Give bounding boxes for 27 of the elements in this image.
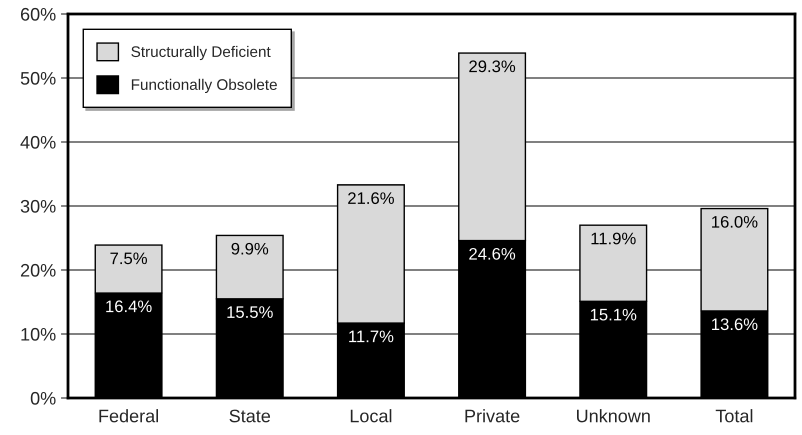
x-tick-label: Federal	[99, 409, 158, 422]
legend-label: Structurally Deficient	[131, 46, 271, 60]
data-label: 24.6%	[469, 248, 516, 260]
data-label: 29.3%	[469, 60, 516, 72]
y-tick-label: 20%	[20, 264, 56, 277]
data-label: 13.6%	[712, 318, 758, 330]
data-label: 9.9%	[232, 242, 268, 255]
y-tick-label: 40%	[20, 136, 56, 149]
data-label: 21.6%	[348, 192, 394, 204]
data-label: 16.0%	[712, 216, 758, 228]
y-tick-label: 10%	[21, 328, 56, 341]
y-tick-label: 60%	[20, 8, 56, 21]
data-label: 15.5%	[227, 306, 273, 318]
y-tick-label: 30%	[20, 200, 56, 213]
x-tick-label: State	[229, 410, 270, 422]
legend-label: Functionally Obsolete	[132, 78, 277, 94]
data-label: 16.4%	[106, 300, 152, 312]
x-tick-label: Total	[716, 409, 752, 422]
x-tick-label: Local	[350, 409, 392, 422]
data-label: 11.7%	[349, 330, 394, 342]
data-label: 7.5%	[110, 252, 147, 264]
data-label: 15.1%	[590, 308, 636, 321]
y-tick-label: 0%	[30, 392, 56, 405]
x-tick-label: Private	[465, 409, 520, 422]
y-tick-label: 50%	[20, 72, 56, 85]
data-label: 11.9%	[592, 232, 636, 244]
x-tick-label: Unknown	[577, 409, 650, 422]
